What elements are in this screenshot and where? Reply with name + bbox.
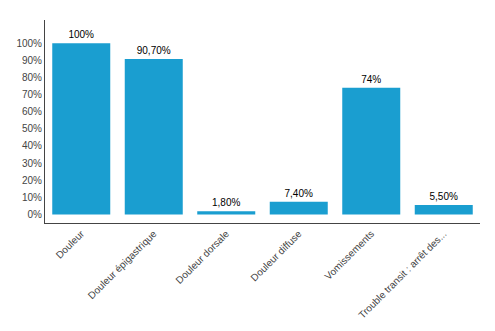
svg-text:Douleur dorsale: Douleur dorsale — [173, 228, 231, 286]
svg-text:80%: 80% — [22, 72, 42, 83]
svg-text:40%: 40% — [22, 140, 42, 151]
svg-text:90,70%: 90,70% — [137, 45, 171, 56]
svg-text:100%: 100% — [16, 38, 42, 49]
svg-text:60%: 60% — [22, 106, 42, 117]
svg-text:100%: 100% — [68, 29, 94, 40]
svg-text:70%: 70% — [22, 89, 42, 100]
svg-text:Trouble transit : arrêt des...: Trouble transit : arrêt des... — [356, 228, 448, 320]
svg-text:90%: 90% — [22, 55, 42, 66]
svg-text:50%: 50% — [22, 123, 42, 134]
svg-text:30%: 30% — [22, 158, 42, 169]
svg-text:5,50%: 5,50% — [430, 191, 458, 202]
svg-text:Douleur: Douleur — [54, 228, 87, 261]
svg-text:Douleur épigastrique: Douleur épigastrique — [86, 228, 159, 301]
svg-text:0%: 0% — [28, 209, 43, 220]
svg-text:10%: 10% — [22, 192, 42, 203]
svg-text:1,80%: 1,80% — [212, 197, 240, 208]
svg-text:7,40%: 7,40% — [285, 188, 313, 199]
svg-text:Vomissements: Vomissements — [322, 228, 376, 282]
svg-text:74%: 74% — [361, 74, 381, 85]
svg-text:Douleur diffuse: Douleur diffuse — [248, 228, 304, 284]
svg-text:20%: 20% — [22, 175, 42, 186]
